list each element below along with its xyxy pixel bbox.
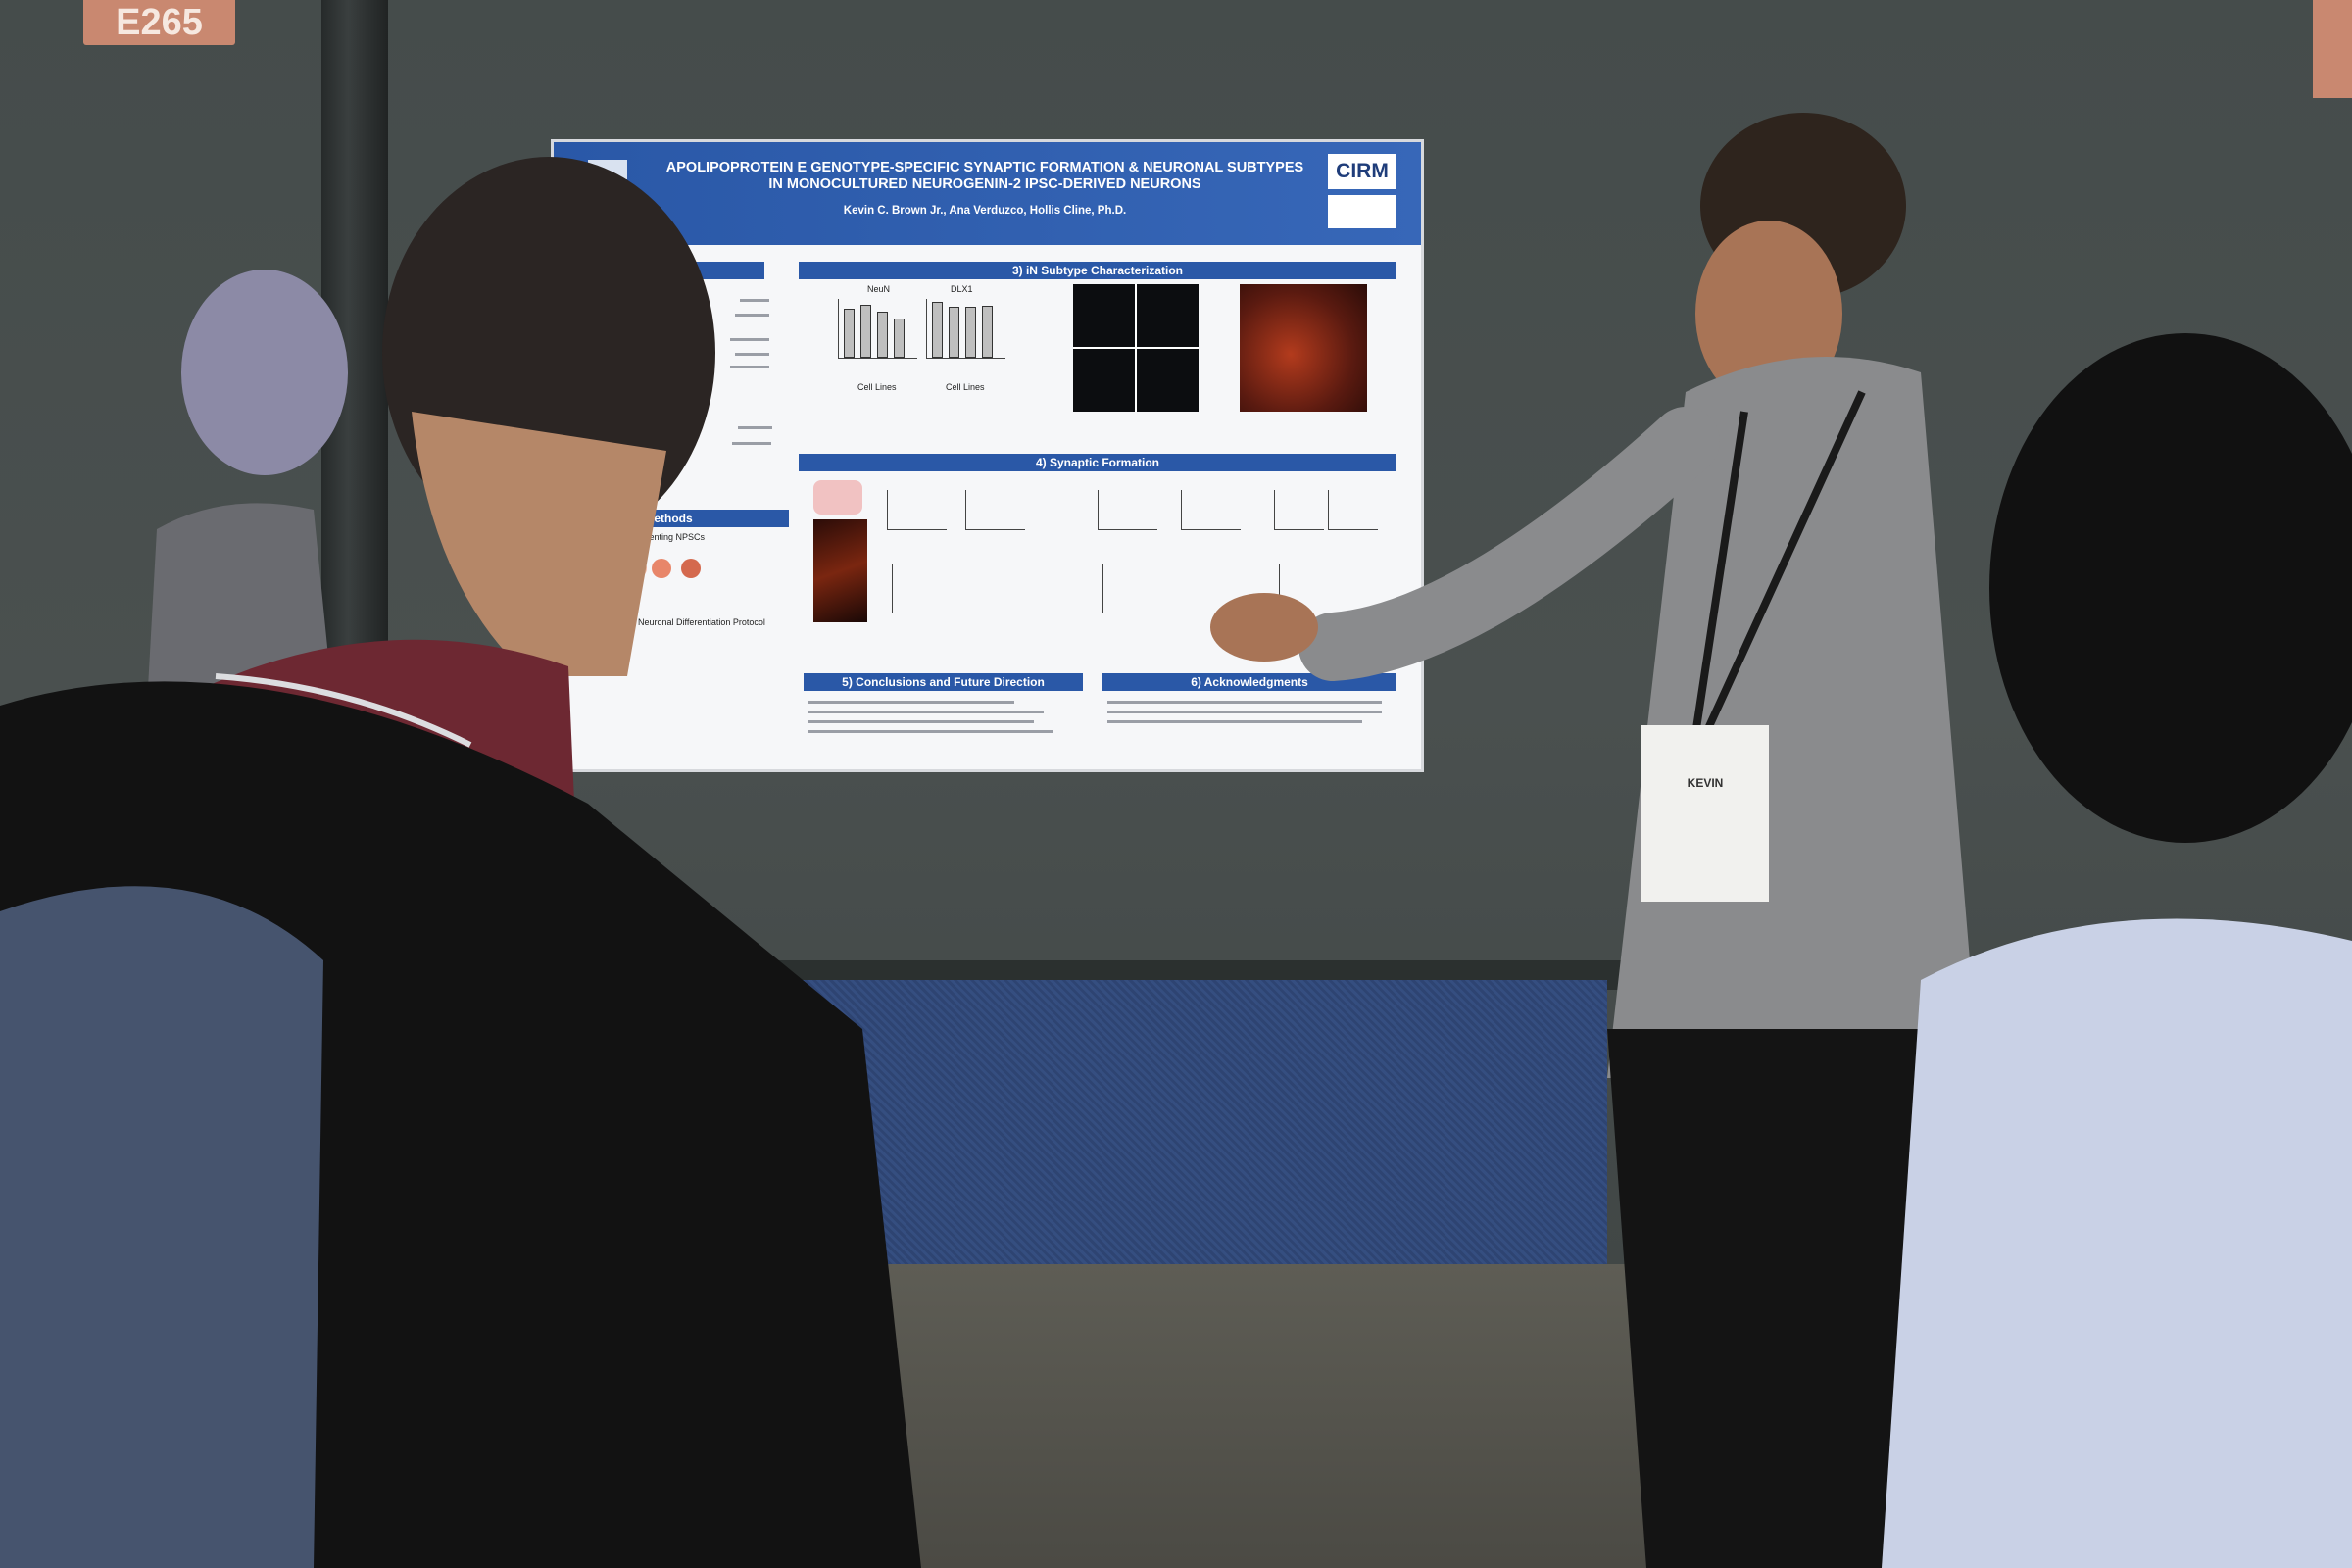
black-pants <box>1607 1029 1950 1568</box>
dlx1-bar-chart <box>926 299 1005 359</box>
neun-bar <box>844 309 855 358</box>
text-line <box>808 730 1054 733</box>
text-line <box>808 701 1014 704</box>
synaptic-chart <box>1098 490 1157 530</box>
text-line <box>735 353 769 356</box>
poster-title-line1: APOLIPOPROTEIN E GENOTYPE-SPECIFIC SYNAP… <box>665 160 1304 175</box>
chart-title-neun: NeuN <box>867 284 891 294</box>
synapse-diagram <box>813 480 862 514</box>
text-line <box>732 442 771 445</box>
microscopy-image-red <box>1240 284 1367 412</box>
chart-xlabel-neun: Cell Lines <box>858 382 897 392</box>
grey-hoodie <box>147 503 333 706</box>
person-man-backpack <box>0 157 921 1568</box>
line-chart <box>1102 564 1201 613</box>
neun-bar <box>877 312 888 358</box>
person-woman-right <box>1882 333 2352 1568</box>
synaptic-chart <box>1274 490 1324 530</box>
text-line <box>1107 720 1362 723</box>
poster-title: APOLIPOPROTEIN E GENOTYPE-SPECIFIC SYNAP… <box>642 160 1328 193</box>
badge-name: KEVIN <box>1687 776 1724 790</box>
lanyard <box>215 673 472 748</box>
booth-number-sign: E265 <box>83 0 235 45</box>
chart-xlabel-dlx1: Cell Lines <box>946 382 985 392</box>
text-line <box>730 366 769 368</box>
synaptic-chart <box>1181 490 1241 530</box>
synapse-image <box>813 519 867 622</box>
grid-divider <box>1073 347 1199 349</box>
synaptic-chart <box>887 490 947 530</box>
hand <box>1210 593 1318 662</box>
poster-header: APOLIPOPROTEIN E GENOTYPE-SPECIFIC SYNAP… <box>554 142 1421 245</box>
poster-title-line2: IN MONOCULTURED NEUROGENIN-2 IPSC-DERIVE… <box>768 176 1201 192</box>
booth-sign-right-edge <box>2313 0 2352 98</box>
text-line <box>1107 710 1382 713</box>
text-line <box>740 299 769 302</box>
section-bar-subtype: 3) iN Subtype Characterization <box>799 262 1396 279</box>
text-line <box>735 314 769 317</box>
cirm-logo: CIRM <box>1328 154 1396 189</box>
neun-bar-chart <box>838 299 917 359</box>
lanyard-strap <box>1691 390 1866 737</box>
purple-hair <box>181 270 348 475</box>
dlx1-bar <box>982 306 993 358</box>
text-line <box>808 710 1044 713</box>
text-line <box>808 720 1034 723</box>
cell-diagram <box>652 559 671 578</box>
text-line <box>730 338 769 341</box>
cell-diagram <box>681 559 701 578</box>
section-bar-synaptic: 4) Synaptic Formation <box>799 454 1396 471</box>
person-background-woman <box>147 270 348 706</box>
microscopy-grid <box>1073 284 1199 412</box>
sweater-arm <box>1298 407 1720 681</box>
synaptic-chart <box>965 490 1025 530</box>
research-poster: APOLIPOPROTEIN E GENOTYPE-SPECIFIC SYNAP… <box>554 142 1421 769</box>
poster-authors: Kevin C. Brown Jr., Ana Verduzco, Hollis… <box>843 205 1127 217</box>
name-badge <box>1642 725 1769 902</box>
dlx1-bar <box>949 307 959 358</box>
line-chart <box>892 564 991 613</box>
institution-logo-right <box>1328 195 1396 228</box>
black-hair <box>1989 333 2352 843</box>
striped-shirt <box>1882 918 2352 1568</box>
person-presenter <box>1210 113 1980 1568</box>
neun-bar <box>894 318 905 358</box>
methods-protocol-label: Rapid Neuronal Differentiation Protocol <box>612 617 765 627</box>
text-line <box>1107 701 1382 704</box>
dlx1-bar <box>965 307 976 358</box>
neun-bar <box>860 305 871 358</box>
section-bar-conclusions: 5) Conclusions and Future Direction <box>804 673 1083 691</box>
dlx1-bar <box>932 302 943 358</box>
neck-skin <box>412 412 666 676</box>
chart-title-dlx1: DLX1 <box>951 284 973 294</box>
text-line <box>738 426 772 429</box>
backpack <box>0 886 323 1568</box>
methods-npsc-label: umenting NPSCs <box>637 532 706 542</box>
synaptic-chart <box>1328 490 1378 530</box>
